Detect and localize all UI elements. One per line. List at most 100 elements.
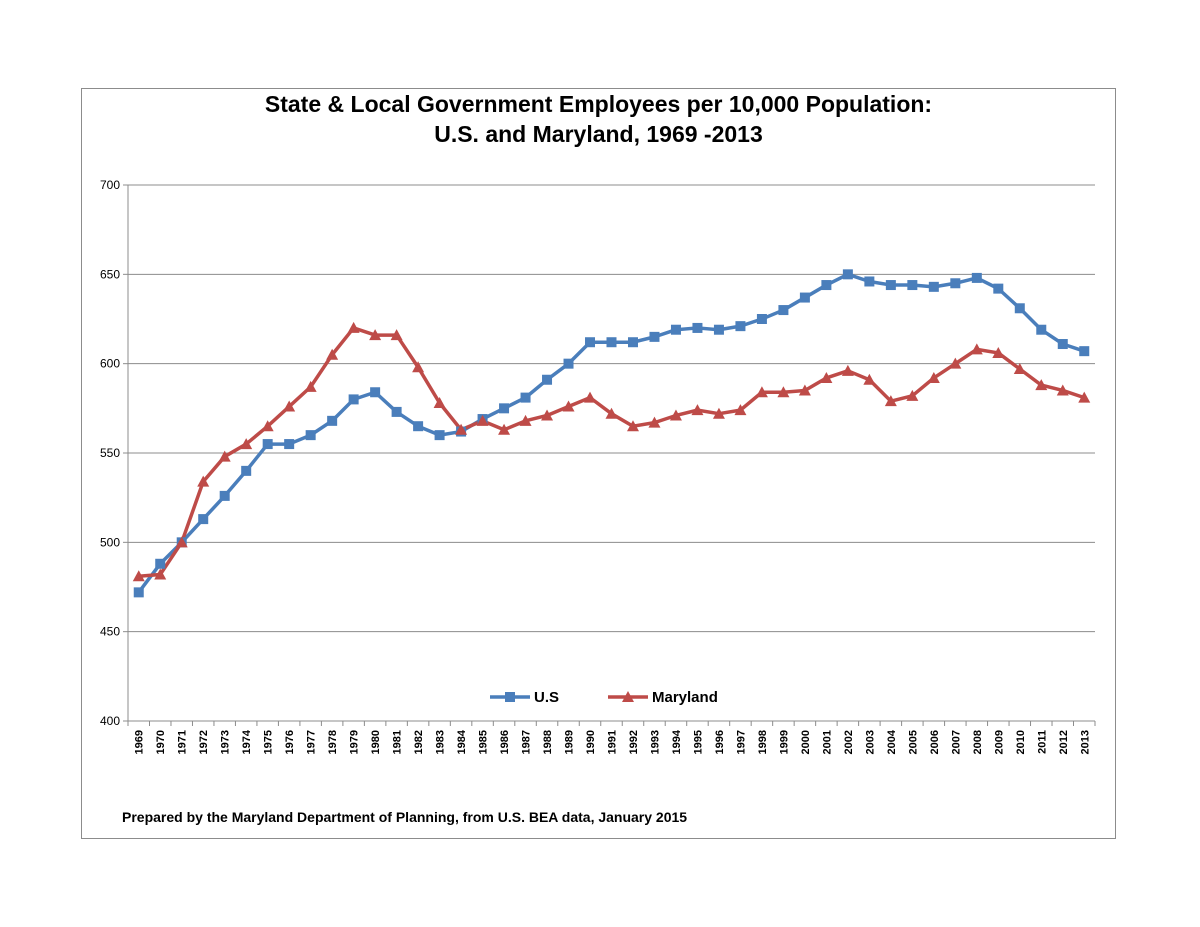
data-point-maryland — [197, 475, 210, 487]
y-tick-label: 600 — [100, 357, 120, 371]
data-point-us — [585, 337, 596, 348]
data-point-us — [284, 439, 295, 450]
data-point-us — [434, 430, 445, 441]
data-point-maryland — [369, 329, 382, 341]
data-point-us — [842, 269, 853, 280]
x-tick-label: 1997 — [735, 730, 747, 754]
x-tick-label: 2009 — [993, 730, 1005, 754]
data-point-us — [520, 392, 531, 403]
x-tick-label: 2007 — [950, 730, 962, 754]
x-tick-label: 2005 — [907, 730, 919, 754]
legend-label: Maryland — [652, 689, 718, 706]
data-point-maryland — [218, 450, 231, 462]
x-tick-label: 1993 — [649, 730, 661, 754]
data-point-us — [993, 283, 1004, 294]
footnote: Prepared by the Maryland Department of P… — [122, 809, 688, 825]
data-point-us — [391, 406, 402, 417]
x-tick-label: 1990 — [585, 730, 597, 754]
data-point-maryland — [1035, 379, 1048, 391]
data-point-us — [348, 394, 359, 405]
data-point-us — [563, 358, 574, 369]
data-point-maryland — [712, 407, 725, 419]
x-tick-label: 1988 — [542, 730, 554, 754]
data-point-us — [735, 321, 746, 332]
x-tick-label: 2003 — [864, 730, 876, 754]
data-point-maryland — [562, 400, 575, 412]
data-point-maryland — [1056, 384, 1069, 396]
data-point-maryland — [390, 329, 403, 341]
x-tick-label: 2002 — [843, 730, 855, 754]
data-point-maryland — [691, 404, 704, 416]
x-tick-label: 2011 — [1036, 730, 1048, 754]
data-point-us — [713, 324, 724, 335]
y-tick-label: 500 — [100, 535, 120, 549]
data-point-us — [1036, 324, 1047, 335]
data-point-maryland — [498, 423, 511, 435]
data-point-maryland — [175, 536, 188, 548]
data-point-us — [670, 324, 681, 335]
x-tick-label: 1982 — [413, 730, 425, 754]
x-tick-label: 1979 — [349, 730, 361, 754]
x-tick-label: 1974 — [241, 729, 253, 754]
data-point-maryland — [326, 348, 339, 360]
chart-subtitle: U.S. and Maryland, 1969 -2013 — [434, 121, 763, 147]
data-point-maryland — [541, 409, 554, 421]
x-tick-label: 2013 — [1079, 730, 1091, 754]
data-point-maryland — [992, 346, 1005, 358]
data-point-maryland — [519, 414, 532, 426]
x-tick-label: 1984 — [456, 729, 468, 754]
data-point-us — [627, 337, 638, 348]
x-tick-label: 2006 — [929, 730, 941, 754]
data-point-maryland — [476, 414, 489, 426]
data-point-maryland — [777, 386, 790, 398]
data-point-maryland — [884, 395, 897, 407]
y-tick-label: 450 — [100, 625, 120, 639]
data-point-maryland — [734, 404, 747, 416]
y-tick-label: 650 — [100, 267, 120, 281]
series-line-us — [137, 272, 1085, 594]
x-tick-label: 1987 — [521, 730, 533, 754]
plot-area: 400 450 500 550 600 650 700 1969 1970 1971 1972 197… — [100, 178, 1096, 754]
x-tick-label: 1996 — [714, 730, 726, 754]
y-tick-label: 700 — [100, 178, 120, 192]
x-tick-label: 1999 — [778, 730, 790, 754]
data-point-us — [649, 331, 660, 342]
chart-title-line1: State & Local Government Employees per 1… — [264, 91, 933, 117]
data-point-us — [799, 292, 810, 303]
x-tick-label: 2012 — [1058, 730, 1070, 754]
data-point-maryland — [949, 357, 962, 369]
data-point-us — [971, 272, 982, 283]
data-point-us — [778, 305, 789, 316]
data-point-us — [928, 281, 939, 292]
data-point-us — [542, 374, 553, 385]
x-tick-label: 1994 — [671, 729, 683, 754]
data-point-maryland — [433, 396, 446, 408]
x-tick-label: 1998 — [757, 730, 769, 754]
data-point-maryland — [412, 361, 425, 373]
x-tick-label: 2001 — [821, 730, 833, 754]
data-point-us — [1057, 339, 1068, 350]
x-tick-label: 1989 — [564, 730, 576, 754]
data-point-maryland — [347, 321, 360, 333]
data-point-us — [155, 558, 166, 569]
x-tick-label: 1991 — [607, 730, 619, 754]
data-point-maryland — [584, 391, 597, 403]
data-point-us — [756, 314, 767, 324]
data-point-maryland — [755, 386, 768, 398]
data-point-us — [219, 490, 230, 501]
data-point-us — [907, 280, 918, 291]
legend-label: U.S — [534, 689, 559, 706]
data-point-us — [305, 430, 316, 441]
data-point-maryland — [626, 420, 639, 432]
data-point-us — [370, 387, 381, 398]
x-tick-label: 1977 — [306, 730, 318, 754]
x-tick-label: 2004 — [886, 729, 898, 754]
data-point-us — [864, 276, 875, 287]
data-point-maryland — [154, 568, 167, 580]
data-point-us — [950, 278, 961, 289]
legend-marker — [505, 692, 515, 702]
x-tick-label: 1975 — [263, 730, 275, 754]
x-tick-label: 1981 — [392, 730, 404, 754]
x-tick-label: 1971 — [177, 730, 189, 754]
data-point-maryland — [820, 371, 833, 383]
